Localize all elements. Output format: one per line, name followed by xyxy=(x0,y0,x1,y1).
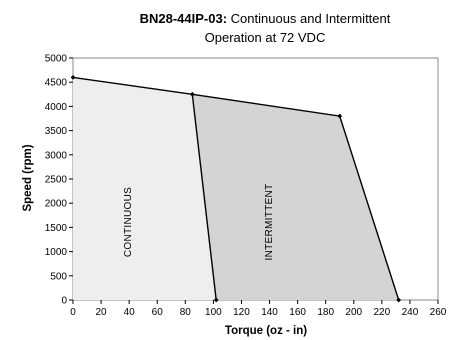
y-axis-title: Speed (rpm) xyxy=(22,144,34,211)
speed-torque-envelope-line xyxy=(72,76,400,301)
chart-title-line-1: BN28-44IP-03: Continuous and Intermitten… xyxy=(140,11,391,26)
data-point-marker xyxy=(70,74,76,80)
markers-layer xyxy=(70,74,402,303)
x-tick-label: 240 xyxy=(402,307,419,318)
y-tick-label: 1500 xyxy=(45,223,68,234)
x-tick-label: 180 xyxy=(317,307,334,318)
y-tick-label: 5000 xyxy=(45,54,68,65)
regions-layer xyxy=(73,77,399,301)
x-tick-label: 100 xyxy=(205,307,222,318)
curve-layer xyxy=(72,76,400,301)
chart-title-model: BN28-44IP-03: xyxy=(140,11,227,26)
chart-title-line-2: Operation at 72 VDC xyxy=(205,30,326,45)
y-tick-label: 4000 xyxy=(45,102,68,113)
x-tick-label: 260 xyxy=(430,307,447,318)
y-tick-label: 2000 xyxy=(45,199,68,210)
x-tick-label: 60 xyxy=(152,307,164,318)
y-tick-label: 3000 xyxy=(45,150,68,161)
y-tick-label: 4500 xyxy=(45,78,68,89)
x-tick-label: 200 xyxy=(345,307,362,318)
region-intermittent xyxy=(192,94,399,300)
data-point-marker xyxy=(213,297,219,303)
x-tick-label: 20 xyxy=(96,307,108,318)
x-tick-label: 220 xyxy=(374,307,391,318)
y-axis-ticks: 0 500 1000 1500 2000 2500 3000 3500 4000 4500 5000 xyxy=(45,54,73,307)
x-tick-label: 120 xyxy=(233,307,250,318)
chart-title-rest: Continuous and Intermittent xyxy=(227,11,391,26)
region-label-intermittent: INTERMITTENT xyxy=(264,184,275,261)
x-tick-label: 140 xyxy=(261,307,278,318)
x-tick-label: 80 xyxy=(180,307,192,318)
y-tick-label: 500 xyxy=(50,271,67,282)
y-tick-label: 2500 xyxy=(45,175,68,186)
region-label-continuous: CONTINUOUS xyxy=(123,187,134,257)
data-point-marker xyxy=(189,91,195,97)
x-axis-ticks: 0 20 40 60 80 100 120 140 160 180 200 220 240 260 xyxy=(70,300,447,318)
data-point-marker xyxy=(396,297,402,303)
x-axis-title: Torque (oz - in) xyxy=(225,325,307,337)
continuous-boundary-line xyxy=(191,94,217,301)
y-tick-label: 1000 xyxy=(45,247,68,258)
x-tick-label: 160 xyxy=(289,307,306,318)
y-tick-label: 0 xyxy=(61,296,67,307)
region-continuous xyxy=(73,77,217,301)
x-tick-label: 40 xyxy=(124,307,136,318)
x-tick-label: 0 xyxy=(70,307,76,318)
y-tick-label: 3500 xyxy=(45,126,68,137)
data-point-marker xyxy=(337,113,343,119)
